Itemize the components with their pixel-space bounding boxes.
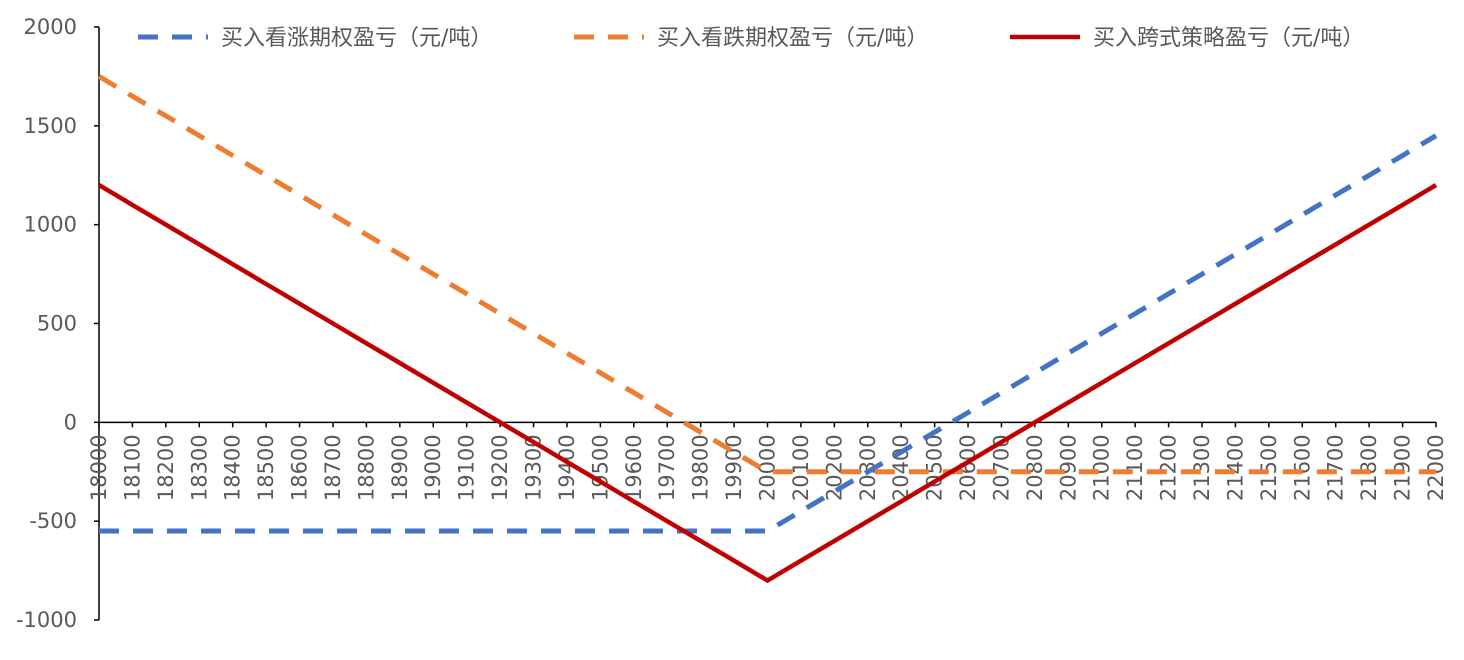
x-tick-label: 21400 (1223, 434, 1247, 501)
y-tick-label: -1000 (16, 608, 77, 632)
x-tick-label: 21200 (1157, 434, 1181, 501)
y-tick-label: 1000 (24, 213, 77, 237)
y-tick-label: 2000 (24, 15, 77, 39)
y-tick-label: 1500 (24, 114, 77, 138)
legend: 买入看涨期权盈亏（元/吨） 买入看跌期权盈亏（元/吨） 买入跨式策略盈亏（元/吨） (138, 26, 1364, 51)
y-tick-label: 500 (37, 312, 77, 336)
x-tick-label: 19700 (655, 434, 679, 501)
x-tick-label: 19600 (622, 434, 646, 501)
series-line-3 (97, 183, 1438, 584)
y-tick-label: -500 (29, 509, 77, 533)
legend-label-3: 买入跨式策略盈亏（元/吨） (1093, 26, 1364, 51)
x-tick-label: 19100 (455, 434, 479, 501)
y-axis-ticks: -1000 -500 0 500 1000 1500 2000 (16, 15, 99, 632)
x-axis-ticks: 18000 18100 18200 18300 18400 18500 18600 18700… (87, 422, 1448, 501)
x-tick-label: 18700 (321, 434, 345, 501)
legend-label-1: 买入看涨期权盈亏（元/吨） (221, 26, 492, 51)
x-tick-label: 21600 (1290, 434, 1314, 501)
x-tick-label: 21800 (1357, 434, 1381, 501)
x-tick-label: 19500 (588, 434, 612, 501)
x-tick-label: 21300 (1190, 434, 1214, 501)
x-tick-label: 19800 (689, 434, 713, 501)
x-tick-label: 20200 (822, 434, 846, 501)
x-tick-label: 18400 (221, 434, 245, 501)
x-tick-label: 21900 (1391, 434, 1415, 501)
x-tick-label: 18200 (154, 434, 178, 501)
x-tick-label: 18800 (354, 434, 378, 501)
legend-label-2: 买入看跌期权盈亏（元/吨） (657, 26, 928, 51)
x-tick-label: 18100 (120, 434, 144, 501)
x-tick-label: 18600 (288, 434, 312, 501)
x-tick-label: 19000 (421, 434, 445, 501)
x-tick-label: 21000 (1090, 434, 1114, 501)
series-line-2 (97, 74, 1436, 475)
x-tick-label: 22000 (1424, 434, 1448, 501)
x-tick-label: 21500 (1257, 434, 1281, 501)
x-tick-label: 19200 (488, 434, 512, 501)
x-tick-label: 18900 (388, 434, 412, 501)
x-tick-label: 21100 (1123, 434, 1147, 501)
series-line-1 (99, 133, 1438, 534)
series-lines (97, 74, 1438, 584)
x-tick-label: 20500 (923, 434, 947, 501)
x-tick-label: 20800 (1023, 434, 1047, 501)
x-tick-label: 20900 (1056, 434, 1080, 501)
x-tick-label: 21700 (1324, 434, 1348, 501)
x-tick-label: 18000 (87, 434, 111, 501)
x-tick-label: 20100 (789, 434, 813, 501)
x-tick-label: 18500 (254, 434, 278, 501)
x-tick-label: 18300 (187, 434, 211, 501)
y-tick-label: 0 (64, 410, 77, 434)
